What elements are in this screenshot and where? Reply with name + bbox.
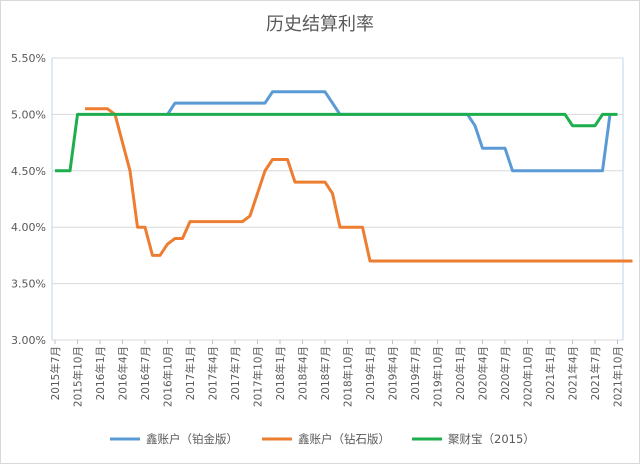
legend-item: 聚财宝（2015） [412, 432, 535, 446]
y-tick-label: 4.50% [11, 165, 46, 178]
legend-label: 聚财宝（2015） [448, 432, 535, 446]
chart-title: 历史结算利率 [266, 14, 374, 35]
x-tick-label: 2019年10月 [432, 346, 445, 407]
legend-item: 鑫账户（钻石版） [262, 432, 390, 446]
x-tick-label: 2016年7月 [139, 346, 152, 400]
y-tick-label: 5.00% [11, 108, 46, 121]
y-tick-label: 4.00% [11, 221, 46, 234]
series-line-2 [85, 107, 633, 263]
x-tick-label: 2018年4月 [297, 346, 310, 400]
series-line-1 [166, 90, 612, 173]
x-tick-label: 2019年4月 [387, 346, 400, 400]
x-tick-label: 2016年1月 [94, 346, 107, 400]
x-tick-label: 2021年1月 [544, 346, 557, 400]
x-tick-label: 2020年4月 [477, 346, 490, 400]
x-tick-label: 2017年10月 [252, 346, 265, 407]
x-tick-label: 2021年4月 [567, 346, 580, 400]
legend-label: 鑫账户（钻石版） [298, 432, 390, 446]
x-tick-label: 2016年4月 [117, 346, 130, 400]
x-tick-label: 2020年10月 [522, 346, 535, 407]
x-tick-label: 2017年7月 [229, 346, 242, 400]
y-tick-label: 3.50% [11, 278, 46, 291]
x-tick-label: 2017年1月 [184, 346, 197, 400]
x-tick-label: 2019年7月 [409, 346, 422, 400]
y-tick-label: 3.00% [11, 334, 46, 347]
series-line-3 [55, 112, 618, 173]
x-tick-label: 2019年1月 [364, 346, 377, 400]
x-tick-label: 2018年1月 [274, 346, 287, 400]
x-tick-label: 2020年1月 [454, 346, 467, 400]
x-tick-label: 2018年7月 [319, 346, 332, 400]
legend-item: 鑫账户（铂金版） [110, 432, 238, 446]
x-tick-label: 2017年4月 [207, 346, 220, 400]
x-tick-label: 2015年10月 [72, 346, 85, 407]
x-tick-label: 2021年7月 [589, 346, 602, 400]
x-tick-label: 2016年10月 [162, 346, 175, 407]
x-tick-label: 2021年10月 [612, 346, 625, 407]
y-tick-label: 5.50% [11, 52, 46, 65]
legend-label: 鑫账户（铂金版） [146, 432, 238, 446]
x-tick-label: 2015年7月 [49, 346, 62, 400]
x-tick-label: 2020年7月 [499, 346, 512, 400]
x-tick-label: 2018年10月 [342, 346, 355, 407]
